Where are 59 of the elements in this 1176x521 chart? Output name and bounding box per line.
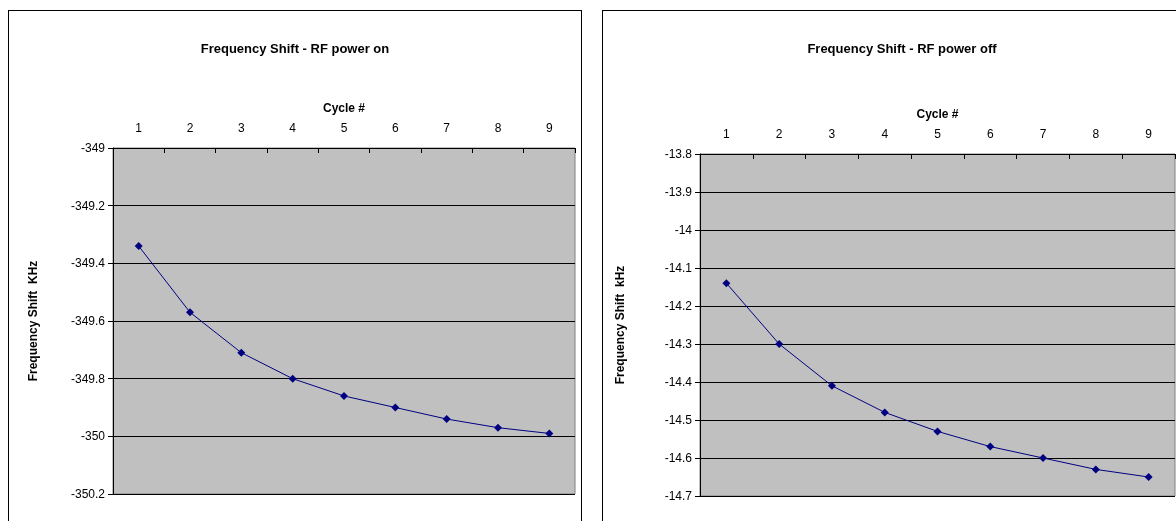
x-tick-label: 3 — [237, 121, 245, 135]
y-tick-label: -13.9 — [664, 185, 693, 199]
y-axis-title: Frequency Shift kHz — [613, 265, 627, 385]
x-tick-label: 9 — [545, 121, 553, 135]
y-tick-label: -14.3 — [664, 337, 693, 351]
y-tick-label: -349.8 — [70, 371, 106, 386]
y-axis-title: Frequency Shift KHz — [26, 260, 40, 382]
x-tick-label: 9 — [1145, 127, 1153, 141]
x-tick-label: 7 — [1039, 127, 1047, 141]
y-tick-label: -14.4 — [664, 375, 693, 389]
x-tick-label: 3 — [828, 127, 836, 141]
y-tick-label: -349 — [80, 141, 106, 155]
y-tick-label: -14 — [674, 223, 693, 237]
point — [545, 429, 554, 438]
y-tick-label: -350 — [80, 429, 106, 444]
x-tick-label: 2 — [186, 121, 194, 135]
x-tick-label: 5 — [340, 121, 348, 135]
y-tick-label: -14.2 — [664, 299, 693, 313]
point — [442, 415, 451, 424]
point — [134, 242, 143, 251]
point — [237, 348, 246, 357]
y-tick-label: -14.6 — [664, 451, 693, 465]
y-tick-label: -14.1 — [664, 261, 693, 275]
point — [827, 381, 836, 390]
point — [391, 403, 400, 412]
x-tick-label: 1 — [135, 121, 143, 135]
x-tick-label: 6 — [986, 127, 994, 141]
point — [340, 391, 348, 400]
point — [775, 340, 784, 348]
x-tick-label: 8 — [494, 121, 502, 135]
x-axis-title: Cycle # — [916, 107, 959, 121]
y-tick-label: -349.4 — [70, 256, 106, 271]
y-tick-label: -13.8 — [664, 147, 693, 161]
point — [1039, 454, 1048, 462]
point — [186, 308, 194, 317]
x-tick-label: 6 — [391, 121, 399, 135]
x-axis-title: Cycle # — [322, 101, 366, 115]
x-tick-label: 4 — [289, 121, 297, 135]
chart-title: Frequency Shift - RF power on — [200, 41, 390, 56]
x-tick-label: 7 — [443, 121, 451, 135]
point — [933, 427, 942, 436]
y-tick-label: -349.2 — [70, 198, 106, 213]
y-tick-label: -14.5 — [664, 413, 693, 427]
point — [1091, 465, 1100, 474]
point — [722, 279, 731, 288]
x-tick-label: 2 — [775, 127, 783, 141]
point — [986, 442, 995, 451]
x-tick-label: 5 — [934, 127, 942, 141]
x-tick-label: 1 — [723, 127, 731, 141]
x-tick-label: 4 — [881, 127, 889, 141]
x-tick-label: 8 — [1092, 127, 1100, 141]
point — [880, 408, 889, 417]
y-tick-label: -14.7 — [664, 489, 693, 503]
y-tick-label: -350.2 — [70, 487, 106, 501]
point — [494, 423, 502, 432]
point — [1144, 473, 1153, 481]
point — [288, 374, 297, 383]
y-tick-label: -349.6 — [70, 314, 106, 328]
chart-title: Frequency Shift - RF power off — [807, 41, 998, 56]
